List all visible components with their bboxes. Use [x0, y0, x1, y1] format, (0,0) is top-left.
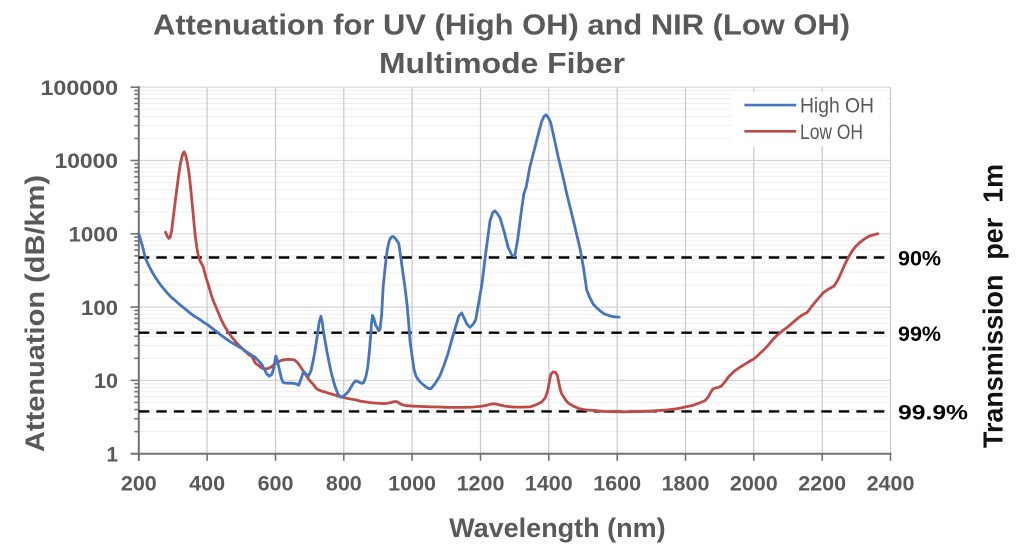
- svg-text:1000: 1000: [69, 223, 119, 247]
- svg-text:2400: 2400: [867, 471, 915, 495]
- svg-text:99.9%: 99.9%: [898, 401, 968, 425]
- svg-text:99%: 99%: [898, 322, 941, 346]
- svg-text:1000: 1000: [388, 471, 436, 495]
- svg-text:800: 800: [326, 471, 362, 495]
- svg-text:Low OH: Low OH: [800, 121, 863, 144]
- svg-text:400: 400: [189, 471, 225, 495]
- svg-text:600: 600: [258, 471, 294, 495]
- svg-text:1400: 1400: [525, 471, 573, 495]
- svg-text:Attenuation (dB/km): Attenuation (dB/km): [20, 175, 50, 452]
- svg-text:1: 1: [107, 442, 119, 466]
- svg-text:10: 10: [94, 369, 118, 393]
- svg-text:90%: 90%: [898, 247, 941, 271]
- svg-text:100000: 100000: [41, 76, 119, 100]
- svg-text:100: 100: [81, 296, 118, 320]
- svg-text:Attenuation for UV (High OH) a: Attenuation for UV (High OH) and NIR (Lo…: [153, 10, 850, 42]
- svg-text:200: 200: [121, 471, 157, 495]
- svg-text:10000: 10000: [55, 149, 119, 173]
- svg-text:1200: 1200: [457, 471, 505, 495]
- svg-text:1600: 1600: [593, 471, 641, 495]
- svg-text:2000: 2000: [730, 471, 778, 495]
- svg-text:2200: 2200: [798, 471, 846, 495]
- svg-text:High OH: High OH: [800, 95, 874, 118]
- svg-text:Transmission per 1m: Transmission per 1m: [978, 164, 1009, 448]
- svg-text:Multimode Fiber: Multimode Fiber: [379, 48, 625, 80]
- svg-text:1800: 1800: [662, 471, 710, 495]
- svg-text:Wavelength (nm): Wavelength (nm): [449, 513, 666, 543]
